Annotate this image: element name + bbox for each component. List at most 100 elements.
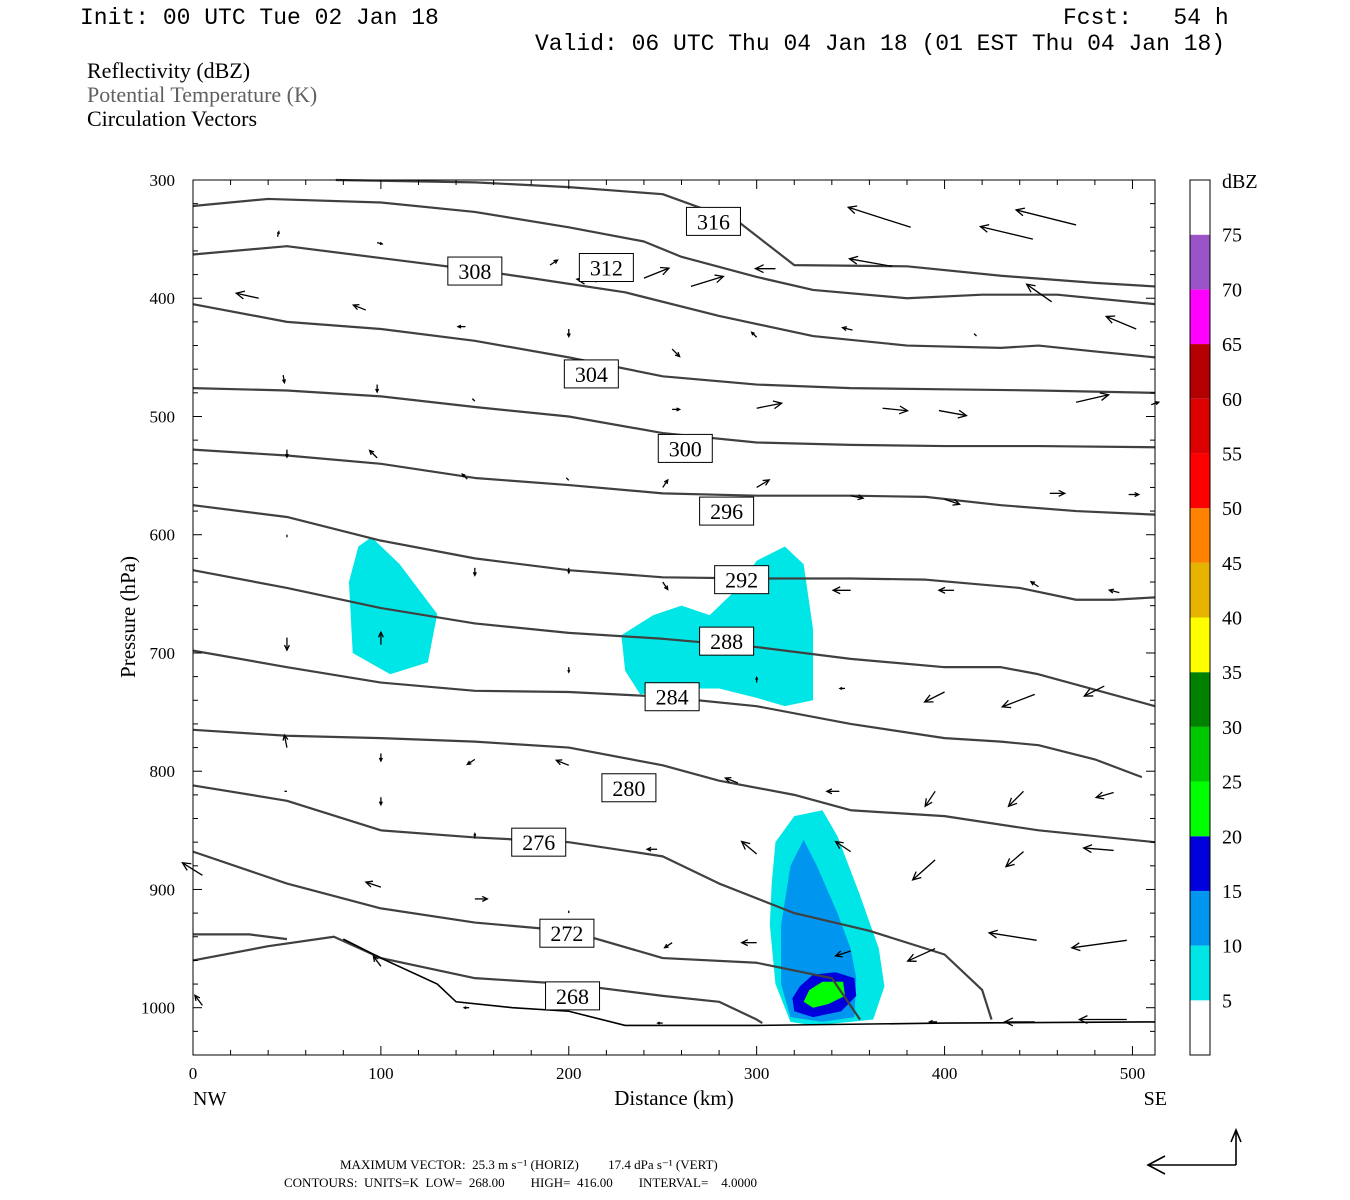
- vector-7: [847, 255, 893, 267]
- vector-shaft: [565, 477, 570, 481]
- vector-79: [663, 942, 673, 949]
- vector-head: [750, 331, 755, 336]
- field-reflectivity: Reflectivity (dBZ): [87, 58, 251, 83]
- vector-head: [234, 290, 246, 300]
- vector-25: [672, 407, 682, 412]
- vector-head: [663, 478, 669, 485]
- y-tick-label: 800: [150, 762, 176, 781]
- vector-head: [1000, 699, 1012, 709]
- vector-84: [1070, 939, 1127, 952]
- vector-shaft: [556, 759, 570, 766]
- reference-vector-icon: [1146, 1127, 1242, 1175]
- vector-head: [831, 586, 841, 595]
- vector-head: [723, 776, 732, 783]
- theta-contour-12: [192, 935, 763, 1025]
- vector-head: [281, 379, 287, 385]
- y-axis-label: Pressure (hPa): [116, 556, 140, 678]
- vector-31: [284, 449, 289, 459]
- vector-61: [723, 776, 739, 784]
- vector-head: [181, 861, 192, 871]
- vector-head: [566, 333, 571, 338]
- vector-18: [973, 333, 977, 337]
- contour-label-text: 312: [590, 256, 623, 281]
- x-right-label: SE: [1144, 1088, 1167, 1110]
- vector-head: [714, 274, 725, 284]
- vector-head: [924, 798, 933, 808]
- vector-1: [376, 241, 384, 246]
- contour-label-304: 304: [563, 359, 619, 389]
- vector-head: [937, 586, 946, 594]
- vector-head: [978, 224, 990, 233]
- x-tick-label: 400: [932, 1064, 958, 1083]
- contour-label-316: 316: [685, 206, 741, 236]
- vector-head: [755, 676, 759, 680]
- vector-shaft: [690, 275, 724, 288]
- vector-head: [656, 1021, 661, 1025]
- vector-76: [364, 880, 382, 888]
- vector-head: [740, 840, 751, 850]
- field-potential-temperature: Potential Temperature (K): [87, 82, 318, 107]
- vector-shaft: [912, 859, 936, 881]
- vector-43: [567, 567, 571, 575]
- vector-shaft: [1095, 791, 1114, 799]
- vector-21: [281, 374, 287, 385]
- colorbar-swatch-3: [1190, 836, 1210, 891]
- vector-8: [846, 205, 911, 228]
- vector-32: [368, 449, 378, 459]
- x-tick-label: 100: [368, 1064, 394, 1083]
- vector-29: [1075, 392, 1111, 403]
- vector-shaft: [924, 691, 945, 703]
- vector-head: [923, 694, 934, 703]
- vector-head: [283, 644, 290, 652]
- vector-head: [1004, 858, 1015, 868]
- vector-head: [1082, 688, 1094, 697]
- vector-head: [461, 473, 466, 478]
- vector-head: [762, 479, 771, 486]
- vector-shaft: [194, 994, 203, 1006]
- y-tick-label: 600: [150, 526, 176, 545]
- y-tick-label: 1000: [141, 999, 175, 1018]
- vector-head: [1077, 1015, 1088, 1025]
- vector-shaft: [283, 734, 288, 748]
- dbz-region-5: [803, 981, 845, 1008]
- contour-label-text: 268: [556, 984, 589, 1009]
- dbz-region-0: [348, 537, 438, 675]
- vector-shaft: [756, 479, 770, 488]
- vector-33: [461, 473, 468, 480]
- vector-head: [554, 759, 563, 766]
- vector-head: [906, 953, 917, 962]
- contour-label-296: 296: [699, 496, 755, 526]
- contour-label-300: 300: [657, 433, 713, 463]
- contour-label-box: [657, 433, 713, 463]
- vector-shaft: [850, 495, 864, 499]
- vector-38: [944, 498, 961, 506]
- contour-labels: 316 312 308 304 300 296 292 288 284 280 276 272 268: [447, 206, 770, 1011]
- vector-shaft: [924, 790, 936, 807]
- contour-label-box: [578, 253, 634, 282]
- vector-shaft: [842, 327, 853, 331]
- vector-head: [1104, 315, 1116, 324]
- vector-63: [924, 790, 936, 808]
- vector-92: [193, 994, 203, 1006]
- contour-label-text: 304: [575, 362, 608, 387]
- vector-head: [987, 929, 998, 939]
- vector-6: [753, 264, 776, 274]
- vector-88: [656, 1021, 663, 1025]
- vector-head: [857, 494, 865, 501]
- vector-head: [1029, 580, 1036, 586]
- theta-contour-11: [192, 850, 861, 1021]
- contour-label-308: 308: [447, 256, 503, 286]
- x-left-label: NW: [193, 1088, 226, 1110]
- theta-contour-9: [192, 728, 1156, 844]
- vector-shaft: [1083, 847, 1114, 852]
- vector-head: [674, 351, 681, 358]
- y-tick-label: 700: [150, 644, 176, 663]
- contour-label-312: 312: [578, 253, 634, 282]
- vector-72: [911, 859, 936, 881]
- colorbar-label: 20: [1222, 826, 1242, 848]
- theta-contour-0: [335, 178, 1156, 288]
- vector-12: [351, 303, 367, 311]
- theta-contour-3: [192, 303, 1156, 394]
- vector-shaft: [236, 292, 259, 299]
- vector-67: [378, 797, 383, 807]
